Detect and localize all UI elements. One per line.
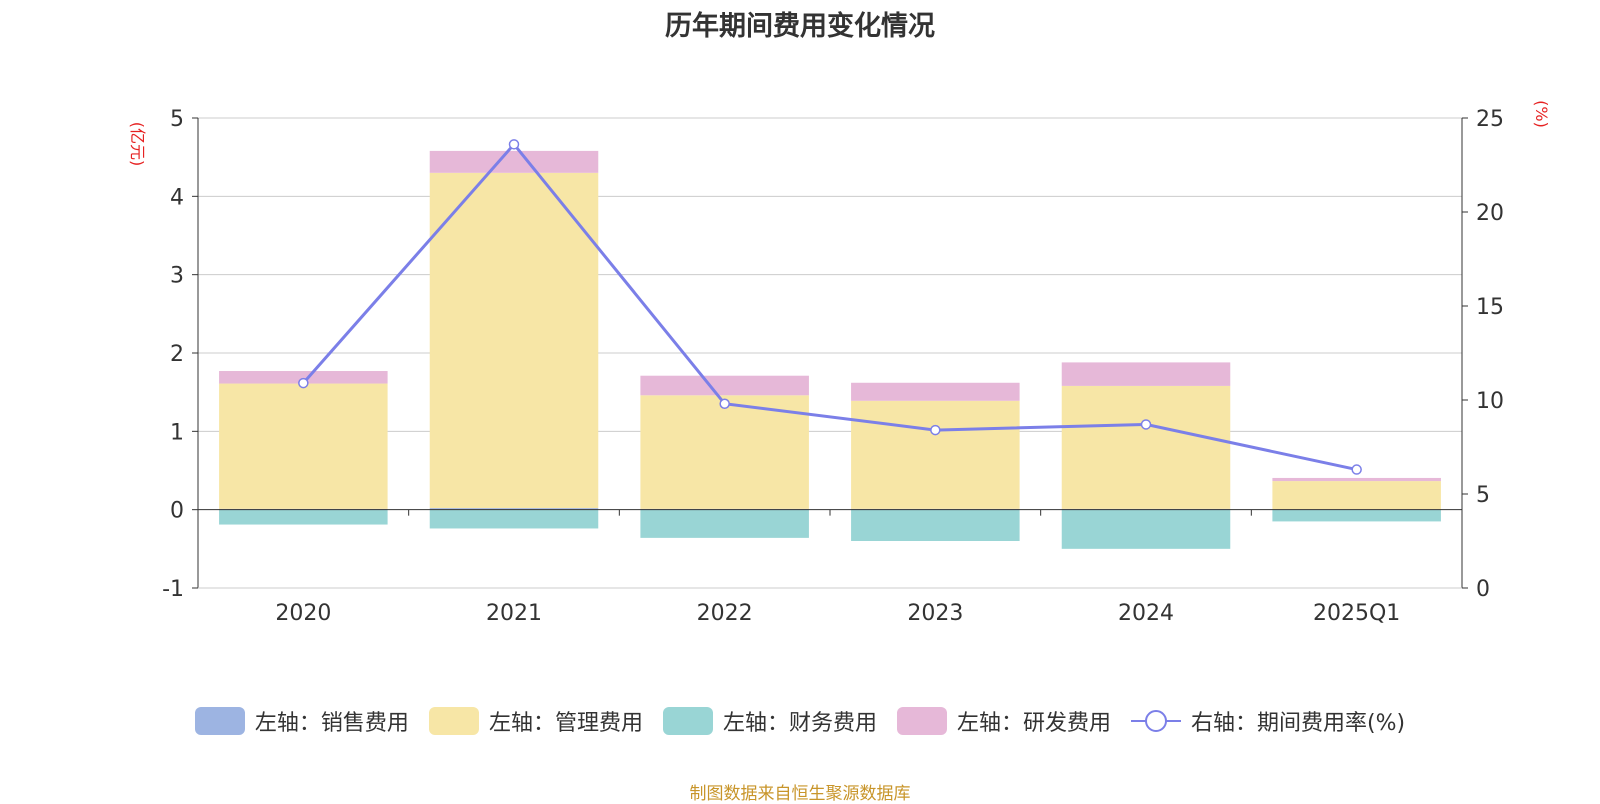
left-tick-label: 4 [170,185,184,210]
legend-swatch-expense-rate [1131,707,1181,735]
category-label: 2020 [275,601,331,626]
legend-swatch-rnd [897,707,947,735]
expense-rate-point [1352,465,1361,474]
chart: -1 0 1 2 3 4 5 0 5 10 15 20 25 (亿元) (%) 2020 2021 2022 202… [0,0,1600,700]
bar-segment [1062,386,1231,509]
legend-item-sales[interactable]: 左轴：销售费用 [195,705,409,737]
left-tick-label: 5 [170,107,184,132]
expense-rate-point [510,140,519,149]
legend-item-management[interactable]: 左轴：管理费用 [429,705,643,737]
right-tick-label: 5 [1476,483,1490,508]
legend-label-finance: 左轴：财务费用 [723,705,877,737]
category-label: 2023 [907,601,963,626]
bar-segment [219,510,388,525]
legend-label-management: 左轴：管理费用 [489,705,643,737]
legend-swatch-finance [663,707,713,735]
bar-segment [640,376,809,396]
bar-segment [430,173,599,508]
left-tick-label: -1 [162,577,184,602]
category-label: 2021 [486,601,542,626]
right-tick-label: 0 [1476,577,1490,602]
expense-rate-point [931,426,940,435]
right-tick-label: 20 [1476,201,1504,226]
right-tick-label: 15 [1476,295,1504,320]
bar-segment [219,384,388,509]
expense-rate-point [720,399,729,408]
bar-segment [851,401,1020,509]
left-tick-label: 1 [170,420,184,445]
legend-label-sales: 左轴：销售费用 [255,705,409,737]
bar-segment [1062,362,1231,386]
bar-segment [1272,478,1441,481]
category-label: 2025Q1 [1313,601,1400,626]
bar-segment [851,383,1020,401]
source-note: 制图数据来自恒生聚源数据库 [0,779,1600,804]
bar-segment [851,510,1020,541]
bar-segment [1272,510,1441,522]
category-label: 2024 [1118,601,1174,626]
legend: 左轴：销售费用 左轴：管理费用 左轴：财务费用 左轴：研发费用 右轴：期间费用率… [0,705,1600,737]
legend-label-rnd: 左轴：研发费用 [957,705,1111,737]
left-tick-label: 2 [170,342,184,367]
left-tick-label: 3 [170,264,184,289]
legend-swatch-sales [195,707,245,735]
bar-segment [430,151,599,173]
legend-item-finance[interactable]: 左轴：财务费用 [663,705,877,737]
right-axis-unit: (%) [1532,100,1551,128]
right-tick-label: 25 [1476,107,1504,132]
left-axis-unit: (亿元) [128,122,147,167]
expense-rate-point [299,379,308,388]
expense-rate-point [1142,420,1151,429]
bar-segment [430,510,599,529]
legend-swatch-management [429,707,479,735]
left-tick-label: 0 [170,499,184,524]
bar-segment [640,510,809,538]
legend-item-rnd[interactable]: 左轴：研发费用 [897,705,1111,737]
category-label: 2022 [697,601,753,626]
right-tick-label: 10 [1476,389,1504,414]
legend-item-expense-rate[interactable]: 右轴：期间费用率(%) [1131,705,1405,737]
legend-label-expense-rate: 右轴：期间费用率(%) [1191,705,1405,737]
bar-segment [1272,481,1441,509]
bar-segment [1062,510,1231,549]
